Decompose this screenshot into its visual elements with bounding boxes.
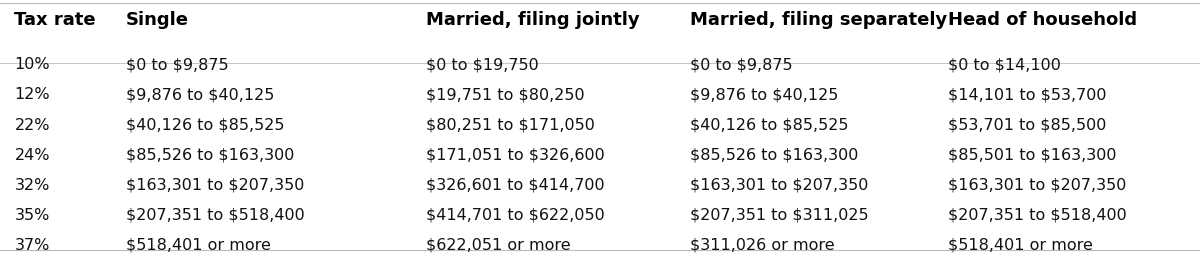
Text: $19,751 to $80,250: $19,751 to $80,250 [426,87,584,102]
Text: 10%: 10% [14,57,50,72]
Text: $9,876 to $40,125: $9,876 to $40,125 [126,87,275,102]
Text: $326,601 to $414,700: $326,601 to $414,700 [426,177,605,192]
Text: Head of household: Head of household [948,11,1138,29]
Text: 12%: 12% [14,87,50,102]
Text: 22%: 22% [14,117,50,132]
Text: $207,351 to $518,400: $207,351 to $518,400 [948,207,1127,222]
Text: 32%: 32% [14,177,49,192]
Text: 24%: 24% [14,147,50,162]
Text: $40,126 to $85,525: $40,126 to $85,525 [126,117,284,132]
Text: Single: Single [126,11,190,29]
Text: Married, filing separately: Married, filing separately [690,11,947,29]
Text: $207,351 to $311,025: $207,351 to $311,025 [690,207,869,222]
Text: $207,351 to $518,400: $207,351 to $518,400 [126,207,305,222]
Text: $85,501 to $163,300: $85,501 to $163,300 [948,147,1116,162]
Text: $0 to $9,875: $0 to $9,875 [126,57,229,72]
Text: $0 to $14,100: $0 to $14,100 [948,57,1061,72]
Text: $53,701 to $85,500: $53,701 to $85,500 [948,117,1106,132]
Text: $518,401 or more: $518,401 or more [948,237,1093,252]
Text: $14,101 to $53,700: $14,101 to $53,700 [948,87,1106,102]
Text: Married, filing jointly: Married, filing jointly [426,11,640,29]
Text: $414,701 to $622,050: $414,701 to $622,050 [426,207,605,222]
Text: 35%: 35% [14,207,49,222]
Text: $9,876 to $40,125: $9,876 to $40,125 [690,87,839,102]
Text: $80,251 to $171,050: $80,251 to $171,050 [426,117,595,132]
Text: $311,026 or more: $311,026 or more [690,237,835,252]
Text: $518,401 or more: $518,401 or more [126,237,271,252]
Text: $85,526 to $163,300: $85,526 to $163,300 [690,147,858,162]
Text: Tax rate: Tax rate [14,11,96,29]
Text: $163,301 to $207,350: $163,301 to $207,350 [948,177,1127,192]
Text: $163,301 to $207,350: $163,301 to $207,350 [690,177,869,192]
Text: 37%: 37% [14,237,49,252]
Text: $0 to $9,875: $0 to $9,875 [690,57,793,72]
Text: $622,051 or more: $622,051 or more [426,237,571,252]
Text: $171,051 to $326,600: $171,051 to $326,600 [426,147,605,162]
Text: $163,301 to $207,350: $163,301 to $207,350 [126,177,305,192]
Text: $40,126 to $85,525: $40,126 to $85,525 [690,117,848,132]
Text: $0 to $19,750: $0 to $19,750 [426,57,539,72]
Text: $85,526 to $163,300: $85,526 to $163,300 [126,147,294,162]
